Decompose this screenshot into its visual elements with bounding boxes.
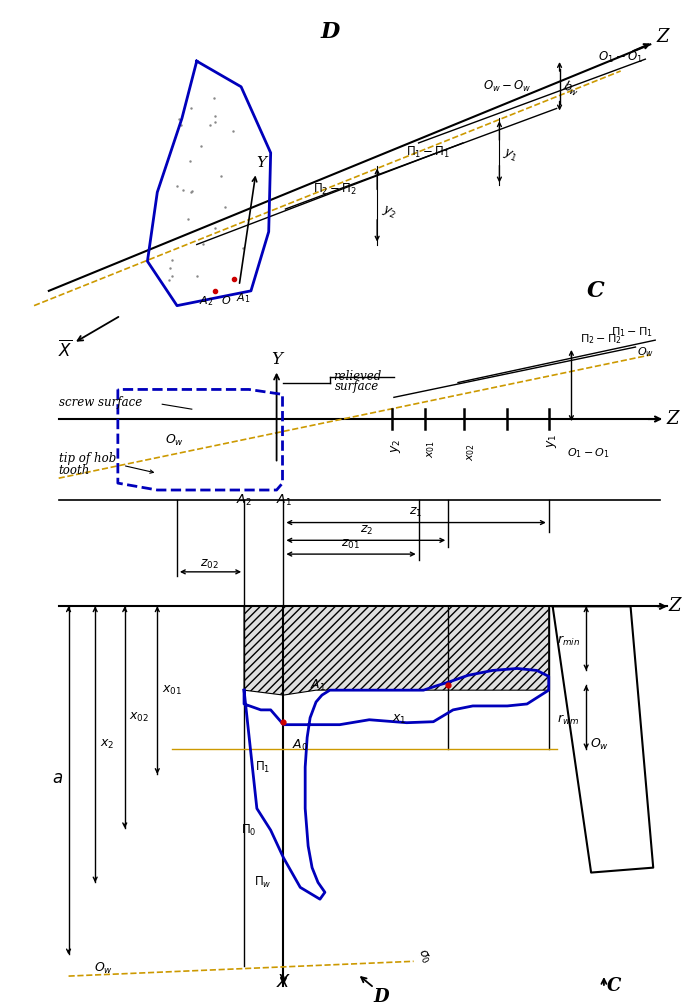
Text: tooth: tooth: [59, 464, 90, 476]
Text: $O_w$: $O_w$: [164, 433, 184, 448]
Text: Y: Y: [271, 351, 282, 369]
Text: C: C: [587, 280, 605, 302]
Text: $O_w$: $O_w$: [637, 345, 654, 358]
Text: $A_2$: $A_2$: [236, 493, 252, 509]
Text: $Π_1$: $Π_1$: [255, 759, 271, 774]
Text: $z_{02}$: $z_{02}$: [200, 558, 219, 571]
Text: C: C: [607, 977, 621, 995]
Text: Z: Z: [669, 597, 681, 615]
Text: $r_{min}$: $r_{min}$: [557, 633, 580, 648]
Text: $Π_2-Π_2$: $Π_2-Π_2$: [580, 332, 622, 346]
Text: $Π_2-Π_2$: $Π_2-Π_2$: [312, 181, 357, 196]
Text: D: D: [320, 20, 340, 42]
Text: relieved: relieved: [334, 371, 382, 383]
Text: $x_1$: $x_1$: [392, 713, 406, 726]
Text: D: D: [373, 988, 389, 1006]
Text: $z_2$: $z_2$: [360, 524, 373, 537]
Text: $O_w$: $O_w$: [590, 737, 610, 752]
Text: $x_{02}$: $x_{02}$: [129, 711, 149, 724]
Text: $x_{02}$: $x_{02}$: [465, 443, 477, 460]
Text: $y_1$: $y_1$: [501, 146, 520, 164]
Text: $\overline{X}$: $\overline{X}$: [58, 339, 73, 361]
Text: $A_1$: $A_1$: [310, 678, 326, 693]
Text: $Π_1-Π_1$: $Π_1-Π_1$: [406, 145, 451, 160]
Text: $y_2$: $y_2$: [389, 438, 403, 453]
Text: $\sigma_0$: $\sigma_0$: [414, 947, 433, 966]
Text: $Π_0$: $Π_0$: [241, 823, 257, 838]
Text: $X$: $X$: [276, 973, 291, 991]
Text: Z: Z: [667, 410, 680, 428]
Text: $O_w$: $O_w$: [94, 961, 112, 976]
Text: $Π_w$: $Π_w$: [254, 875, 272, 890]
Text: $y_1$: $y_1$: [545, 433, 559, 448]
Text: $x_{01}$: $x_{01}$: [162, 684, 182, 697]
Text: $Π_1-Π_1$: $Π_1-Π_1$: [612, 325, 653, 339]
Text: $b_w$: $b_w$: [560, 79, 582, 100]
Text: $z_{01}$: $z_{01}$: [341, 538, 360, 551]
Text: $A_1$: $A_1$: [275, 493, 292, 509]
Text: $A_1$: $A_1$: [236, 291, 250, 305]
Text: $y_2$: $y_2$: [379, 202, 398, 222]
Text: $O_w-O_w$: $O_w-O_w$: [483, 80, 532, 95]
Text: $a$: $a$: [52, 770, 63, 787]
Text: $O$: $O$: [221, 294, 232, 306]
Text: Y: Y: [256, 156, 266, 170]
Text: Z: Z: [657, 28, 669, 46]
Text: $O_1-O_1$: $O_1-O_1$: [598, 49, 643, 64]
Text: $r_{wm}$: $r_{wm}$: [557, 713, 579, 727]
Text: $x_{01}$: $x_{01}$: [425, 440, 437, 457]
Text: surface: surface: [336, 380, 379, 393]
Text: $A_2$: $A_2$: [199, 294, 214, 307]
Text: tip of hob: tip of hob: [59, 452, 116, 465]
Text: $z_1$: $z_1$: [409, 507, 422, 520]
Text: screw surface: screw surface: [59, 396, 142, 409]
Text: $A_0$: $A_0$: [292, 738, 308, 753]
Text: $O_1-O_1$: $O_1-O_1$: [566, 447, 610, 460]
Polygon shape: [244, 606, 549, 695]
Text: $x_2$: $x_2$: [100, 738, 114, 751]
